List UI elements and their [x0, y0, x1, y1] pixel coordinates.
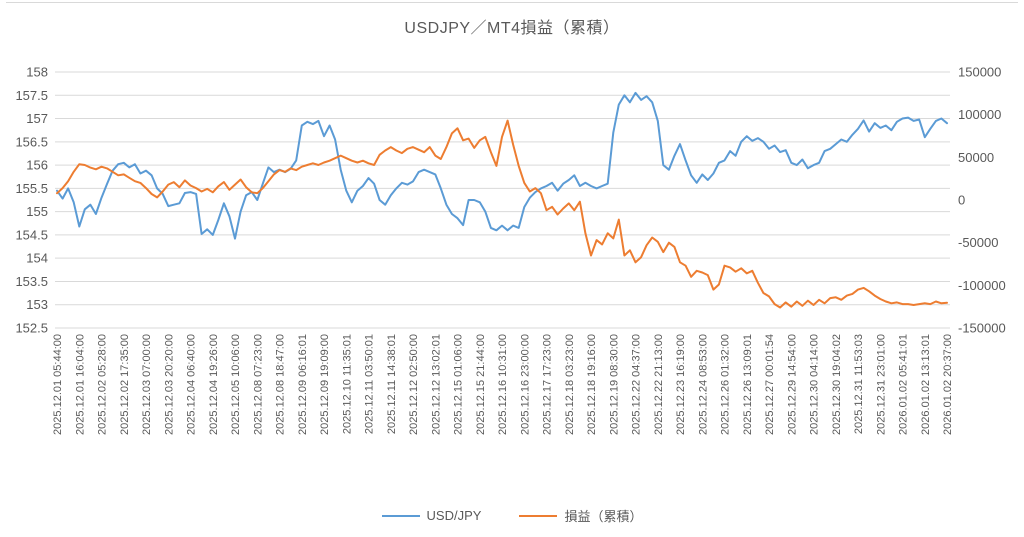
y-axis-right-tick-label: 100000: [958, 107, 1001, 122]
x-axis-tick-label: 2025.12.05 10:06:00: [230, 334, 242, 435]
x-axis-tick-label: 2025.12.04 19:26:00: [208, 334, 220, 435]
x-axis-tick-label: 2025.12.18 19:16:00: [586, 334, 598, 435]
x-axis-tick-label: 2025.12.15 21:44:00: [475, 334, 487, 435]
x-axis-tick-label: 2025.12.22 21:13:00: [653, 334, 665, 435]
x-axis-tick-label: 2025.12.02 05:28:00: [97, 334, 109, 435]
x-axis-tick-label: 2025.12.08 18:47:00: [275, 334, 287, 435]
y-axis-left-tick-label: 153: [26, 297, 48, 312]
x-axis-tick-label: 2025.12.11 14:38:01: [386, 334, 398, 434]
legend-label-pnl: 損益（累積）: [564, 509, 643, 524]
x-axis-tick-label: 2025.12.03 07:00:00: [141, 334, 153, 435]
y-axis-left-tick-label: 158: [26, 65, 48, 80]
x-axis-tick-label: 2025.12.09 06:16:01: [297, 334, 309, 435]
y-axis-left-tick-label: 157: [26, 111, 48, 126]
x-axis-tick-label: 2025.12.04 06:40:00: [186, 334, 198, 435]
x-axis-tick-label: 2025.12.15 01:06:00: [453, 334, 465, 435]
x-axis-tick-label: 2025.12.24 08:53:00: [697, 334, 709, 435]
y-axis-left-tick-label: 156.5: [15, 134, 48, 149]
x-axis-tick-label: 2025.12.27 00:01:54: [764, 334, 776, 435]
legend-label-usdjpy: USD/JPY: [426, 508, 482, 523]
x-axis-tick-label: 2025.12.23 16:19:00: [675, 334, 687, 435]
x-axis-tick-label: 2025.12.03 20:20:00: [163, 334, 175, 435]
x-axis-tick-label: 2025.12.09 19:09:00: [319, 334, 331, 435]
y-axis-left-tick-label: 154: [26, 251, 48, 266]
y-axis-right-tick-label: 0: [958, 193, 965, 208]
y-axis-right-tick-label: -50000: [958, 235, 998, 250]
x-axis-tick-label: 2026.01.02 13:13:01: [920, 334, 932, 435]
x-axis-tick-label: 2025.12.19 08:30:00: [608, 334, 620, 435]
y-axis-right-tick-label: 50000: [958, 150, 994, 165]
x-axis-tick-label: 2026.01.02 05:41:01: [898, 334, 910, 435]
x-axis-tick-label: 2025.12.22 04:37:00: [631, 334, 643, 435]
usdjpy-line: [56, 91, 948, 240]
chart-border-top: [6, 2, 1018, 3]
y-axis-right-tick-label: -100000: [958, 278, 1006, 293]
y-axis-left-tick-label: 154.5: [15, 227, 48, 242]
y-axis-left-tick-label: 155.5: [15, 181, 48, 196]
x-axis-tick-label: 2025.12.08 07:23:00: [252, 334, 264, 435]
pnl-line: [56, 119, 948, 309]
y-axis-left-tick-label: 157.5: [15, 88, 48, 103]
chart-legend: USD/JPY 損益（累積）: [0, 506, 1024, 525]
x-axis-tick-label: 2025.12.30 04:14:00: [809, 334, 821, 435]
legend-item-pnl: 損益（累積）: [519, 506, 642, 525]
x-axis-tick-label: 2025.12.31 23:01:00: [875, 334, 887, 435]
x-axis-tick-label: 2025.12.29 14:54:00: [786, 334, 798, 435]
x-axis-tick-label: 2025.12.12 02:50:00: [408, 334, 420, 435]
x-axis-tick-label: 2025.12.01 16:04:00: [74, 334, 86, 435]
x-axis-tick-label: 2025.12.01 05:44:00: [52, 334, 64, 435]
pnl-line-swatch: [519, 514, 558, 517]
x-axis-tick-label: 2025.12.02 17:35:00: [119, 334, 131, 435]
x-axis-tick-label: 2025.12.12 13:02:01: [430, 334, 442, 435]
x-axis-tick-label: 2025.12.16 23:00:00: [519, 334, 531, 435]
x-axis-tick-label: 2025.12.11 03:50:01: [364, 334, 376, 434]
x-axis-tick-label: 2025.12.16 10:31:00: [497, 334, 509, 435]
x-axis-tick-label: 2025.12.26 01:32:00: [720, 334, 732, 435]
x-axis-tick-label: 2025.12.18 03:23:00: [564, 334, 576, 435]
chart-title: USDJPY／MT4損益（累積）: [404, 20, 620, 37]
x-axis-tick-label: 2025.12.10 11:35:01: [341, 334, 353, 434]
x-axis-tick-label: 2025.12.26 13:09:01: [742, 334, 754, 435]
y-axis-left-tick-label: 155: [26, 204, 48, 219]
usdjpy-line-swatch: [381, 514, 420, 517]
x-axis-tick-label: 2025.12.17 17:23:00: [542, 334, 554, 435]
x-axis-tick-label: 2025.12.30 19:04:02: [831, 334, 843, 435]
y-axis-right-tick-label: 150000: [958, 65, 1001, 80]
y-axis-left-tick-label: 156: [26, 158, 48, 173]
legend-item-usdjpy: USD/JPY: [381, 508, 482, 523]
x-axis-tick-label: 2025.12.31 11:53:03: [853, 334, 865, 434]
x-axis-tick-label: 2026.01.02 20:37:00: [942, 334, 954, 435]
y-axis-left-tick-label: 153.5: [15, 274, 48, 289]
y-axis-right-tick-label: -150000: [958, 321, 1006, 336]
y-axis-left-tick-label: 152.5: [15, 321, 48, 336]
